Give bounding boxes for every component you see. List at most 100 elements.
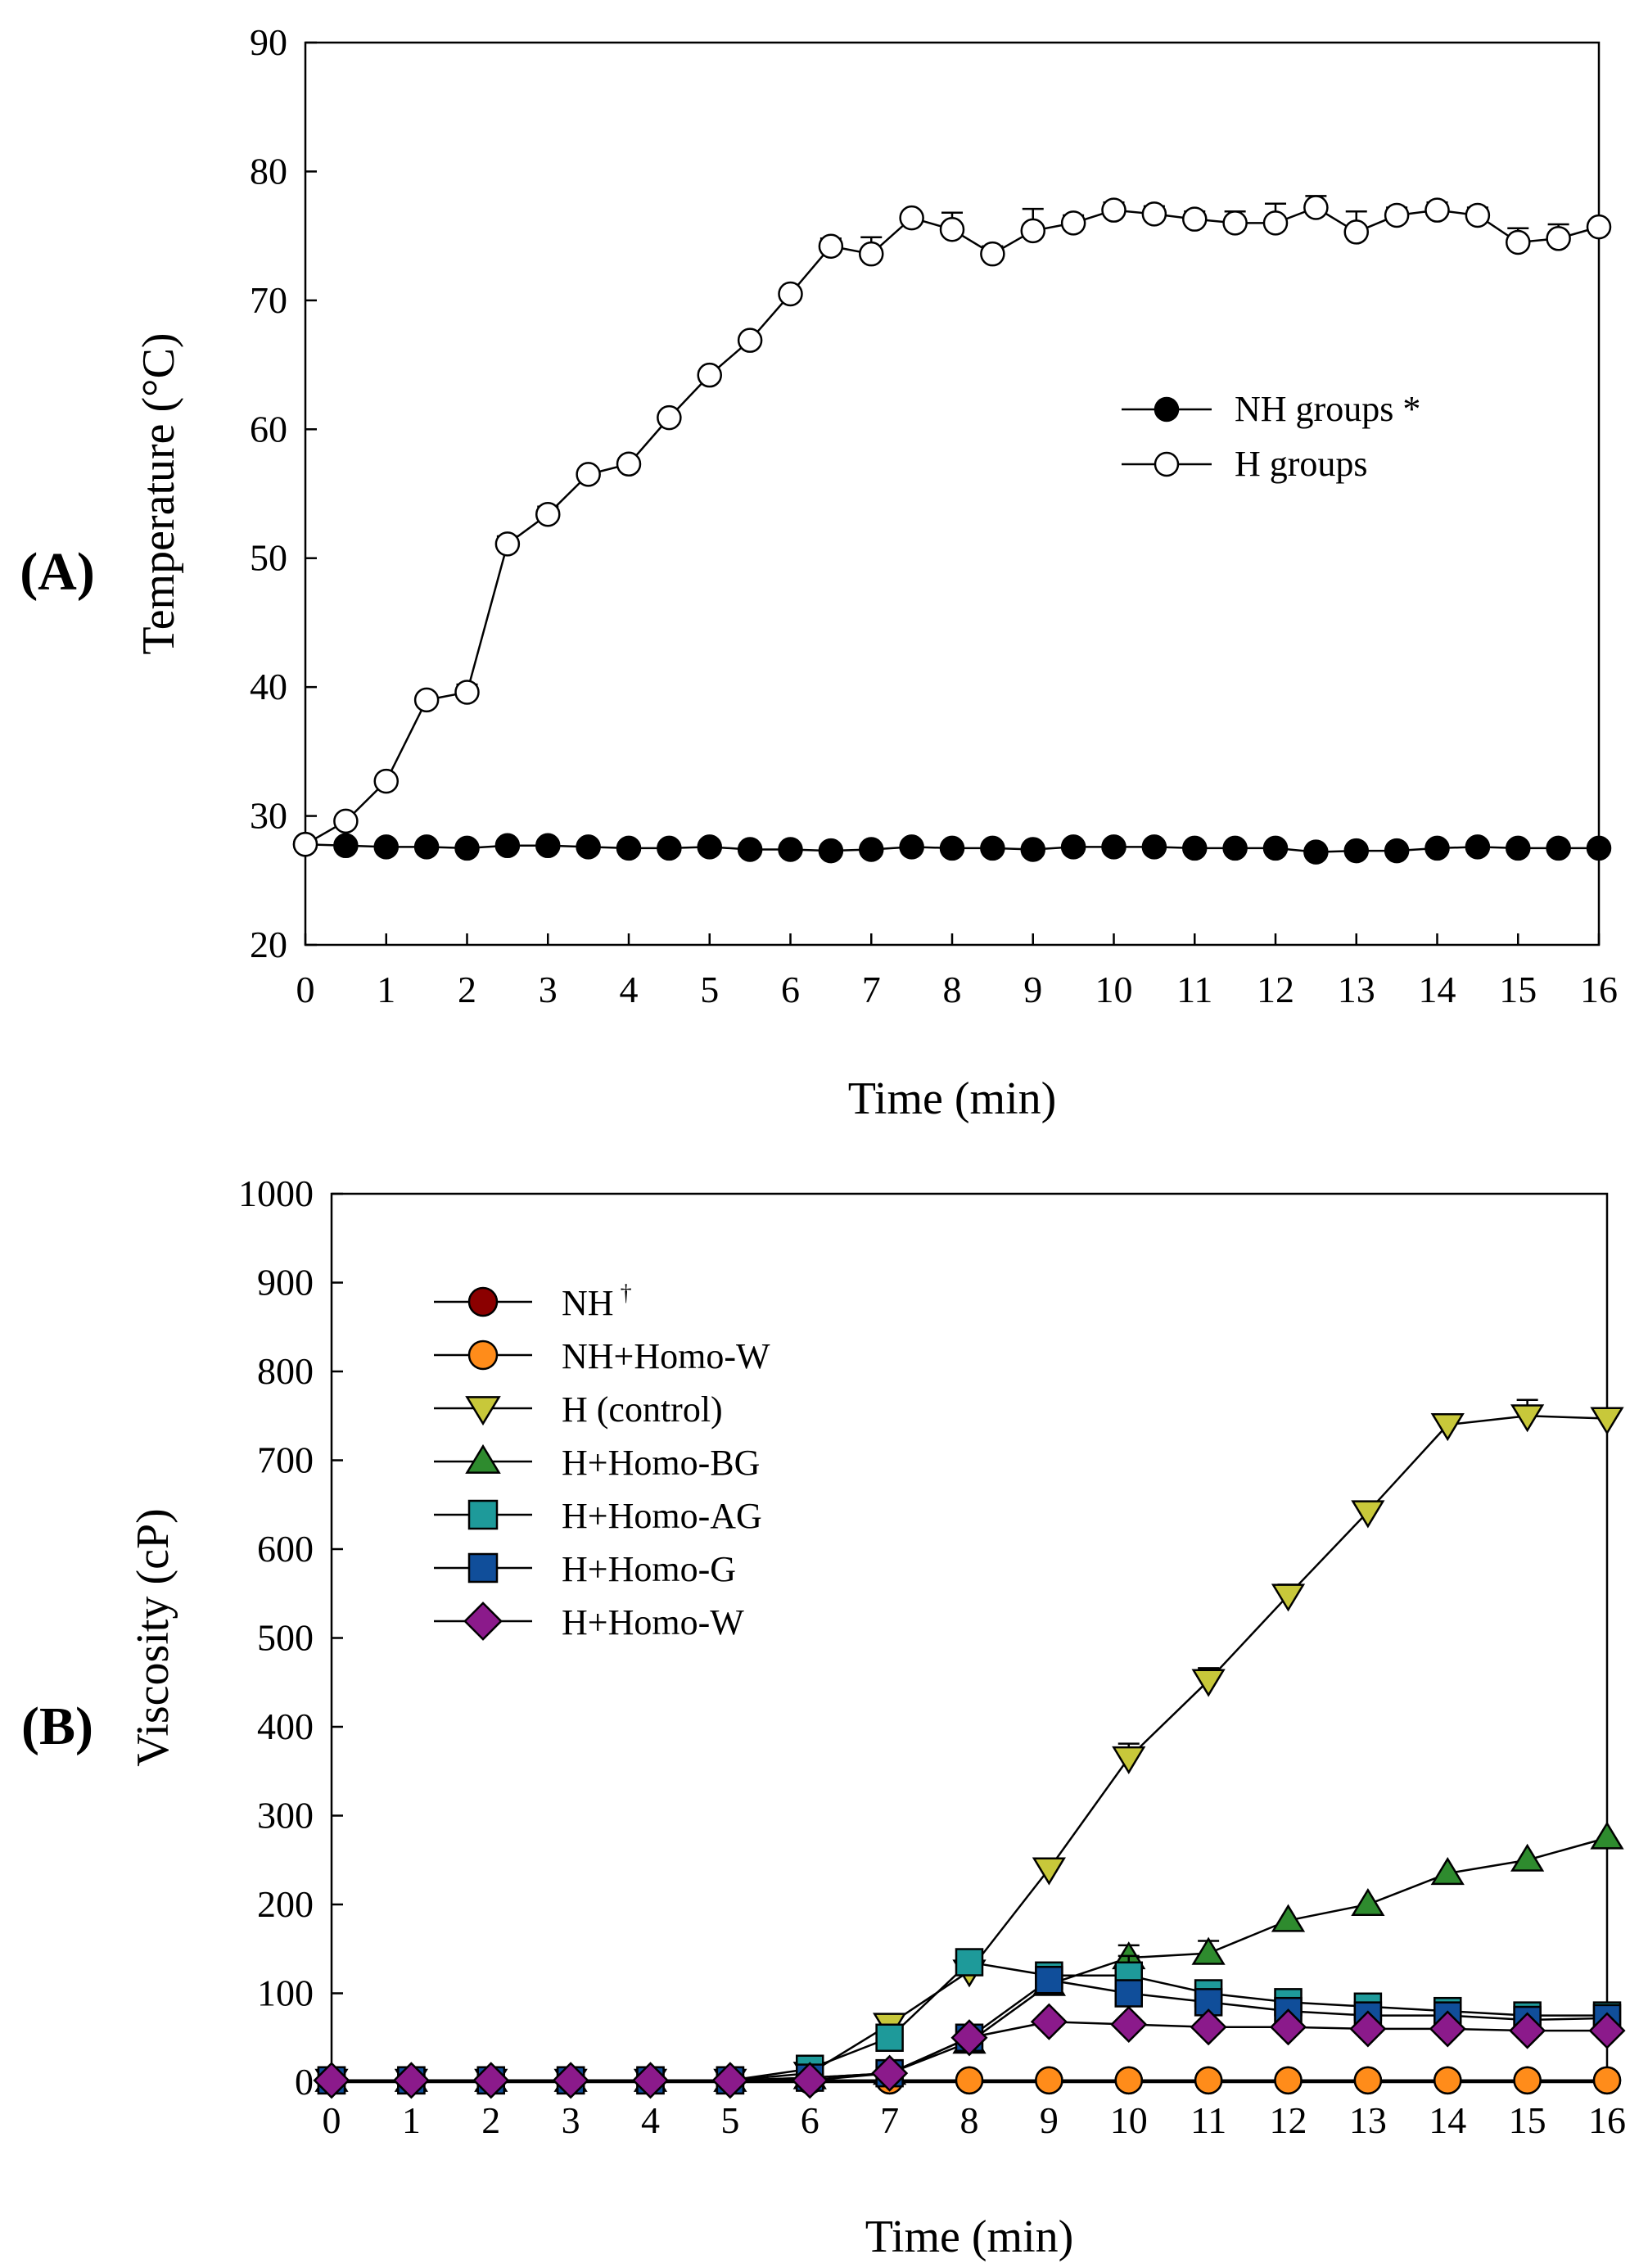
panel-a-label: (A) xyxy=(20,542,95,602)
panel-a-series-0-point-22 xyxy=(1182,835,1208,861)
panel-b-series-1-point-15 xyxy=(1513,2066,1542,2095)
panel-a-x-tick-label-14: 14 xyxy=(1419,969,1456,1010)
panel-a-series-0-point-21 xyxy=(1141,834,1167,860)
panel-b-legend-marker-5 xyxy=(467,1552,499,1584)
panel-b-series-6-point-9 xyxy=(1030,2003,1068,2040)
panel-a-series-0-point-10 xyxy=(697,834,722,860)
panel-a-x-axis-title: Time (min) xyxy=(848,1073,1057,1124)
panel-b-series-3-point-12 xyxy=(1271,1904,1306,1932)
panel-b-legend-label-5: H+Homo-G xyxy=(562,1549,736,1589)
panel-b-series-6-point-6 xyxy=(791,2062,829,2099)
panel-b-series-1-point-8 xyxy=(955,2066,984,2095)
panel-a-series-0-point-28 xyxy=(1425,835,1450,861)
panel-b-x-tick-label-10: 10 xyxy=(1110,2099,1148,2141)
panel-b-series-1-point-12 xyxy=(1274,2066,1303,2095)
panel-a-y-tick-label-1: 30 xyxy=(250,795,287,837)
panel-b-x-tick-label-2: 2 xyxy=(481,2099,500,2141)
panel-b-series-5-point-10 xyxy=(1114,1979,1143,2008)
panel-b-legend-label-3: H+Homo-BG xyxy=(562,1443,760,1483)
panel-b-series-3-point-16 xyxy=(1590,1821,1624,1850)
panel-b-legend-marker-6 xyxy=(463,1602,503,1641)
panel-a-series-0-point-5 xyxy=(494,833,521,859)
panel-a-x-tick-label-3: 3 xyxy=(539,969,558,1010)
panel-a-series-0-point-6 xyxy=(535,833,561,859)
panel-b-legend-marker-3 xyxy=(465,1443,501,1474)
panel-a-series-0-point-24 xyxy=(1262,835,1289,861)
panel-b-series-6-point-4 xyxy=(631,2062,670,2099)
panel-a-series-1-point-20 xyxy=(1101,197,1127,223)
panel-b-y-tick-label-0: 0 xyxy=(295,2061,314,2103)
panel-b-series-3-point-11 xyxy=(1191,1936,1226,1965)
panel-b-series-2-point-12 xyxy=(1271,1584,1306,1612)
panel-a-x-tick-label-2: 2 xyxy=(458,969,476,1010)
panel-a-series-1-point-29 xyxy=(1465,202,1491,228)
panel-b-y-tick-label-8: 800 xyxy=(257,1350,314,1392)
panel-b-x-tick-label-1: 1 xyxy=(402,2099,421,2141)
panel-a-y-tick-label-2: 40 xyxy=(250,666,287,707)
panel-b-series-2-point-15 xyxy=(1510,1404,1545,1433)
panel-a-x-tick-label-0: 0 xyxy=(296,969,315,1010)
panel-a-series-0-point-27 xyxy=(1384,838,1410,864)
panel-b-label: (B) xyxy=(21,1696,93,1756)
panel-b-legend-label-6: H+Homo-W xyxy=(562,1602,744,1642)
panel-a-series-1-point-16 xyxy=(939,217,965,242)
panel-b-legend-entry-2: H (control) xyxy=(434,1389,723,1430)
panel-a-series-1-point-11 xyxy=(737,328,763,353)
panel-b-legend-entry-5: H+Homo-G xyxy=(434,1549,736,1589)
panel-b-x-tick-label-14: 14 xyxy=(1429,2099,1466,2141)
panel-a-series-1-point-32 xyxy=(1586,214,1612,240)
panel-b-x-tick-label-0: 0 xyxy=(323,2099,341,2141)
panel-a-series-1-point-8 xyxy=(616,451,642,477)
panel-a-series-0-point-11 xyxy=(737,837,763,862)
panel-a-x-tick-label-1: 1 xyxy=(377,969,395,1010)
panel-a-series-1-point-0 xyxy=(292,831,318,857)
panel-a-x-tick-label-13: 13 xyxy=(1338,969,1375,1010)
panel-a-series-1-point-24 xyxy=(1262,210,1289,236)
panel-b-series-6-point-11 xyxy=(1190,2008,1227,2046)
panel-b-series-4-point-8 xyxy=(955,1948,984,1977)
panel-a-series-1-point-17 xyxy=(980,241,1005,267)
panel-b-x-tick-label-13: 13 xyxy=(1349,2099,1387,2141)
panel-a-x-tick-label-4: 4 xyxy=(620,969,639,1010)
panel-b-series-1-point-9 xyxy=(1035,2066,1063,2095)
panel-a-series-1-point-13 xyxy=(818,233,844,259)
panel-a-series-1-point-4 xyxy=(454,680,480,705)
panel-a-series-0 xyxy=(292,831,1612,865)
panel-b-series-6-point-0 xyxy=(313,2062,350,2099)
panel-b-series-1-point-14 xyxy=(1434,2066,1462,2095)
panel-a-legend-label-nh: NH groups * xyxy=(1235,389,1420,429)
panel-a-series-1-point-23 xyxy=(1222,210,1248,236)
panel-a-series-1-point-22 xyxy=(1182,206,1208,232)
panel-b-legend-marker-4 xyxy=(467,1499,499,1530)
panel-a-y-tick-label-0: 20 xyxy=(250,924,287,965)
panel-b-series xyxy=(313,1398,1626,2099)
panel-b-legend-entry-6: H+Homo-W xyxy=(434,1602,744,1642)
panel-b-series-3-point-14 xyxy=(1430,1857,1465,1886)
panel-b-legend-marker-2 xyxy=(465,1396,501,1426)
panel-a-series-1-point-7 xyxy=(576,462,601,487)
panel-a-series-0-point-25 xyxy=(1303,839,1329,865)
panel-b-x-tick-label-7: 7 xyxy=(880,2099,899,2141)
panel-b-series-2-point-10 xyxy=(1112,1746,1146,1774)
panel-b-series-6-point-13 xyxy=(1349,2010,1387,2048)
panel-b-y-tick-label-2: 200 xyxy=(257,1883,314,1925)
panel-b-y-axis-title: Viscosity (cP) xyxy=(128,1508,178,1767)
panel-a-series-1-point-1 xyxy=(333,808,359,834)
panel-a-series-0-point-2 xyxy=(373,834,399,860)
panel-a-series-0-point-16 xyxy=(939,835,965,861)
panel-a-series-1-point-9 xyxy=(657,404,682,431)
panel-b-x-tick-label-16: 16 xyxy=(1588,2099,1626,2141)
panel-b-y-tick-label-1: 100 xyxy=(257,1972,314,2014)
panel-b-legend-entry-1: NH+Homo-W xyxy=(434,1336,770,1376)
panel-a-legend-marker-nh xyxy=(1154,396,1180,422)
panel-a-series-1 xyxy=(292,195,1612,857)
panel-a-legend-entry-h: H groups xyxy=(1122,444,1368,484)
panel-b-legend-marker-0 xyxy=(467,1286,499,1317)
panel-b-legend-label-2: H (control) xyxy=(562,1389,723,1430)
panel-b-series-1-point-13 xyxy=(1353,2066,1383,2095)
panel-b-x-axis-title: Time (min) xyxy=(865,2212,1074,2262)
panel-a-series-0-point-19 xyxy=(1060,834,1086,860)
panel-a-y-tick-label-7: 90 xyxy=(250,21,287,63)
